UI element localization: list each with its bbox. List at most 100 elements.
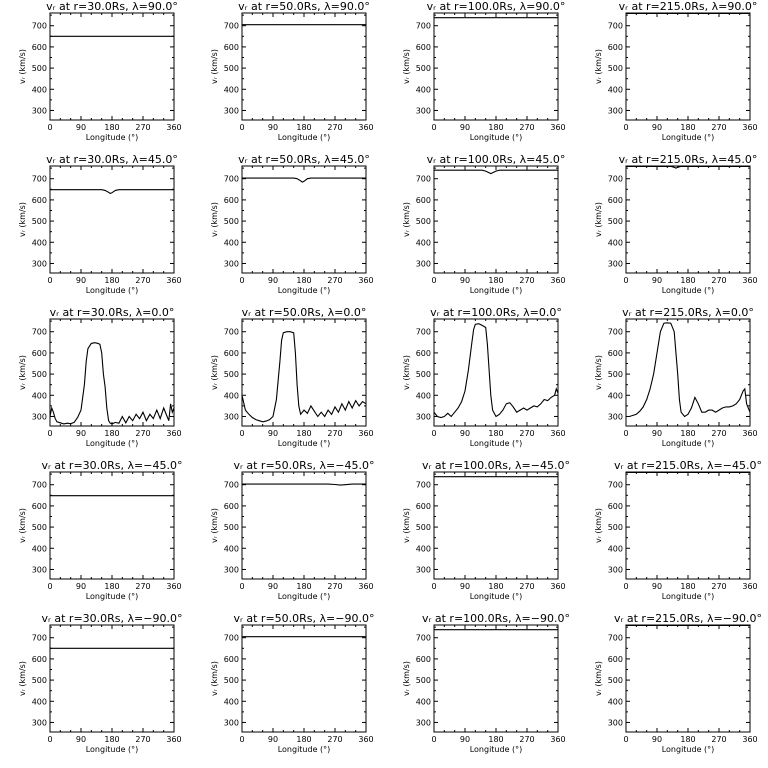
x-tick-label: 180 <box>680 276 695 285</box>
y-tick-label: 600 <box>32 502 47 511</box>
x-tick-label: 90 <box>652 429 662 438</box>
y-tick-label: 300 <box>32 259 47 268</box>
x-tick-label: 360 <box>358 123 373 132</box>
x-tick-label: 180 <box>296 123 311 132</box>
y-tick-label: 400 <box>416 85 431 94</box>
y-tick-label: 700 <box>224 481 239 490</box>
x-tick-label: 270 <box>519 276 534 285</box>
x-tick-label: 180 <box>488 429 503 438</box>
y-axis-label: vᵣ (km/s) <box>18 49 27 84</box>
y-tick-label: 600 <box>224 349 239 358</box>
panel-title: vᵣ at r=50.0Rs, λ=−45.0° <box>234 459 375 472</box>
x-tick-label: 90 <box>460 429 470 438</box>
y-tick-label: 400 <box>416 391 431 400</box>
y-tick-label: 400 <box>608 85 623 94</box>
x-tick-label: 180 <box>680 123 695 132</box>
x-tick-label: 90 <box>268 429 278 438</box>
x-tick-label: 0 <box>239 735 244 744</box>
y-tick-label: 400 <box>224 85 239 94</box>
x-tick-label: 270 <box>711 429 726 438</box>
y-tick-label: 400 <box>32 544 47 553</box>
y-tick-label: 600 <box>32 196 47 205</box>
panel-title: vᵣ at r=100.0Rs, λ=0.0° <box>430 306 562 319</box>
x-tick-label: 270 <box>327 582 342 591</box>
panel-19: vᵣ at r=100.0Rs, λ=−90.0° 0 90 180 270 360 300… <box>402 612 570 754</box>
y-axis-label: vᵣ (km/s) <box>402 508 411 543</box>
y-tick-label: 700 <box>416 328 431 337</box>
y-tick-label: 300 <box>224 412 239 421</box>
x-tick-label: 270 <box>327 276 342 285</box>
panel-title: vᵣ at r=100.0Rs, λ=90.0° <box>427 0 566 13</box>
x-tick-label: 360 <box>550 276 565 285</box>
series-line <box>242 177 366 183</box>
y-axis-label: vᵣ (km/s) <box>402 355 411 390</box>
x-tick-label: 270 <box>519 429 534 438</box>
x-tick-label: 0 <box>47 276 52 285</box>
x-tick-label: 0 <box>623 276 628 285</box>
x-tick-label: 270 <box>327 735 342 744</box>
y-tick-label: 500 <box>416 523 431 532</box>
y-tick-label: 600 <box>608 43 623 52</box>
panel-6: vᵣ at r=50.0Rs, λ=45.0° 0 90 180 270 360 300 40… <box>210 153 374 295</box>
plot-frame <box>625 318 751 427</box>
y-tick-label: 400 <box>416 238 431 247</box>
y-tick-label: 500 <box>608 523 623 532</box>
y-tick-label: 700 <box>32 481 47 490</box>
x-axis-label: Longitude (°) <box>86 439 139 448</box>
plot-frame <box>433 624 559 733</box>
y-tick-label: 300 <box>224 106 239 115</box>
panel-title: vᵣ at r=30.0Rs, λ=45.0° <box>46 153 178 166</box>
y-tick-label: 700 <box>224 328 239 337</box>
y-tick-label: 600 <box>32 349 47 358</box>
y-tick-label: 600 <box>608 655 623 664</box>
y-tick-label: 600 <box>224 502 239 511</box>
x-axis-label: Longitude (°) <box>278 745 331 754</box>
x-axis-label: Longitude (°) <box>278 286 331 295</box>
panel-15: vᵣ at r=100.0Rs, λ=−45.0° 0 90 180 270 360 300… <box>402 459 570 601</box>
panel-title: vᵣ at r=30.0Rs, λ=0.0° <box>50 306 175 319</box>
x-tick-label: 90 <box>76 429 86 438</box>
y-tick-label: 300 <box>416 412 431 421</box>
plot-frame <box>241 624 367 733</box>
y-tick-label: 300 <box>416 718 431 727</box>
y-tick-label: 500 <box>32 217 47 226</box>
x-tick-label: 360 <box>742 582 757 591</box>
x-axis-label: Longitude (°) <box>470 745 523 754</box>
y-axis-label: vᵣ (km/s) <box>210 355 219 390</box>
x-axis-label: Longitude (°) <box>662 439 715 448</box>
y-tick-label: 300 <box>32 565 47 574</box>
y-tick-label: 500 <box>608 64 623 73</box>
panel-title: vᵣ at r=215.0Rs, λ=45.0° <box>619 153 758 166</box>
y-tick-label: 400 <box>224 391 239 400</box>
x-tick-label: 270 <box>135 123 150 132</box>
panel-title: vᵣ at r=30.0Rs, λ=−90.0° <box>42 612 183 625</box>
y-tick-label: 600 <box>608 502 623 511</box>
panel-7: vᵣ at r=100.0Rs, λ=45.0° 0 90 180 270 360 300 4… <box>402 153 566 295</box>
panel-18: vᵣ at r=50.0Rs, λ=−90.0° 0 90 180 270 360 300 4… <box>210 612 374 754</box>
y-tick-label: 300 <box>224 718 239 727</box>
series-line <box>242 483 366 486</box>
y-tick-label: 700 <box>416 481 431 490</box>
plot-frame <box>433 318 559 427</box>
y-tick-label: 500 <box>416 217 431 226</box>
y-tick-label: 700 <box>416 175 431 184</box>
y-tick-label: 400 <box>608 544 623 553</box>
x-tick-label: 360 <box>358 429 373 438</box>
x-tick-label: 0 <box>623 123 628 132</box>
x-tick-label: 90 <box>268 735 278 744</box>
x-axis-label: Longitude (°) <box>662 133 715 142</box>
plot-frame <box>625 12 751 121</box>
plot-frame <box>433 471 559 580</box>
panel-4: vᵣ at r=215.0Rs, λ=90.0° 0 90 180 270 360 300 4… <box>594 0 758 142</box>
y-tick-label: 700 <box>416 634 431 643</box>
x-tick-label: 0 <box>431 276 436 285</box>
x-tick-label: 90 <box>460 123 470 132</box>
x-tick-label: 0 <box>239 429 244 438</box>
panel-8: vᵣ at r=215.0Rs, λ=45.0° 0 90 180 270 360 300 4… <box>594 153 758 295</box>
y-axis-label: vᵣ (km/s) <box>402 49 411 84</box>
x-tick-label: 360 <box>742 429 757 438</box>
x-tick-label: 180 <box>488 276 503 285</box>
panel-title: vᵣ at r=50.0Rs, λ=−90.0° <box>234 612 375 625</box>
x-tick-label: 270 <box>135 429 150 438</box>
x-tick-label: 0 <box>431 123 436 132</box>
